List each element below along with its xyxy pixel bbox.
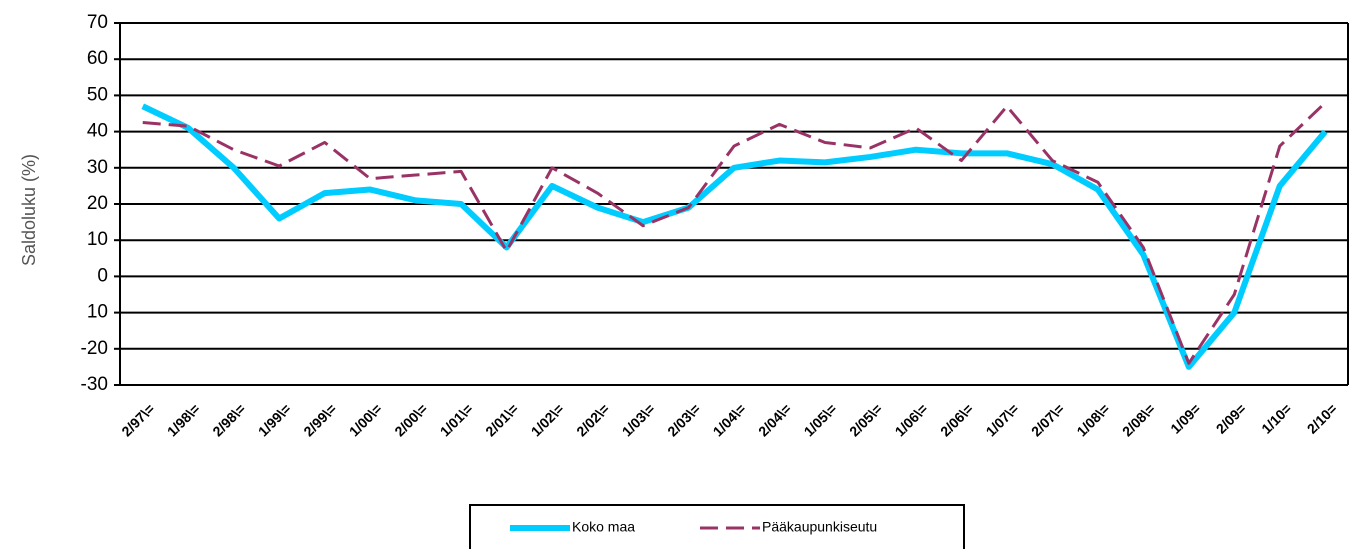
legend-label: Koko maa — [572, 519, 635, 535]
y-tick-label: -20 — [81, 338, 108, 359]
x-tick-label: 2/99\= — [300, 400, 339, 439]
x-tick-label: 2/10= — [1304, 400, 1340, 436]
y-tick-label: 40 — [87, 121, 108, 142]
y-tick-label: 0 — [97, 265, 108, 286]
x-tick-label: 1/06\= — [892, 400, 931, 439]
x-tick-label: 1/00\= — [346, 400, 385, 439]
y-tick-label: 70 — [87, 12, 108, 33]
legend-label: Pääkaupunkiseutu — [762, 519, 877, 535]
y-axis-label: Saldoluku (%) — [19, 154, 39, 266]
x-tick-label: 2/06\= — [937, 400, 976, 439]
x-tick-label: 2/98\= — [209, 400, 248, 439]
x-tick-label: 2/07\= — [1028, 400, 1067, 439]
line-series — [141, 103, 1328, 370]
y-tick-label: 50 — [87, 84, 108, 105]
x-tick-label: 2/00\= — [391, 400, 430, 439]
x-tick-label: 2/02\= — [573, 400, 612, 439]
x-tick-label: 1/04\= — [710, 400, 749, 439]
x-tick-label: 1/02\= — [528, 400, 567, 439]
y-tick-label: 10 — [87, 302, 108, 323]
x-tick-label: 2/01\= — [482, 400, 521, 439]
x-tick-label: 2/03\= — [664, 400, 703, 439]
y-tick-label: 30 — [87, 157, 108, 178]
x-tick-label: 1/99\= — [255, 400, 294, 439]
x-tick-label: 1/98\= — [164, 400, 203, 439]
x-tick-label: 2/09= — [1213, 400, 1249, 436]
y-tick-label: 10 — [87, 229, 108, 250]
x-tick-label: 2/05\= — [846, 400, 885, 439]
x-tick-label: 2/97\= — [118, 400, 157, 439]
y-tick-label: -30 — [81, 374, 108, 395]
x-tick-label: 1/01\= — [437, 400, 476, 439]
x-tick-label: 1/10= — [1258, 400, 1294, 436]
y-tick-label: 20 — [87, 193, 108, 214]
x-tick-label: 1/09= — [1167, 400, 1203, 436]
line-series — [142, 101, 1327, 365]
x-tick-label: 1/08\= — [1073, 400, 1112, 439]
x-tick-label: 1/05\= — [801, 400, 840, 439]
x-tick-label: 2/04\= — [755, 400, 794, 439]
x-tick-label: 1/03\= — [619, 400, 658, 439]
y-tick-label: 60 — [87, 48, 108, 69]
x-tick-label: 2/08\= — [1119, 400, 1158, 439]
x-tick-label: 1/07\= — [983, 400, 1022, 439]
